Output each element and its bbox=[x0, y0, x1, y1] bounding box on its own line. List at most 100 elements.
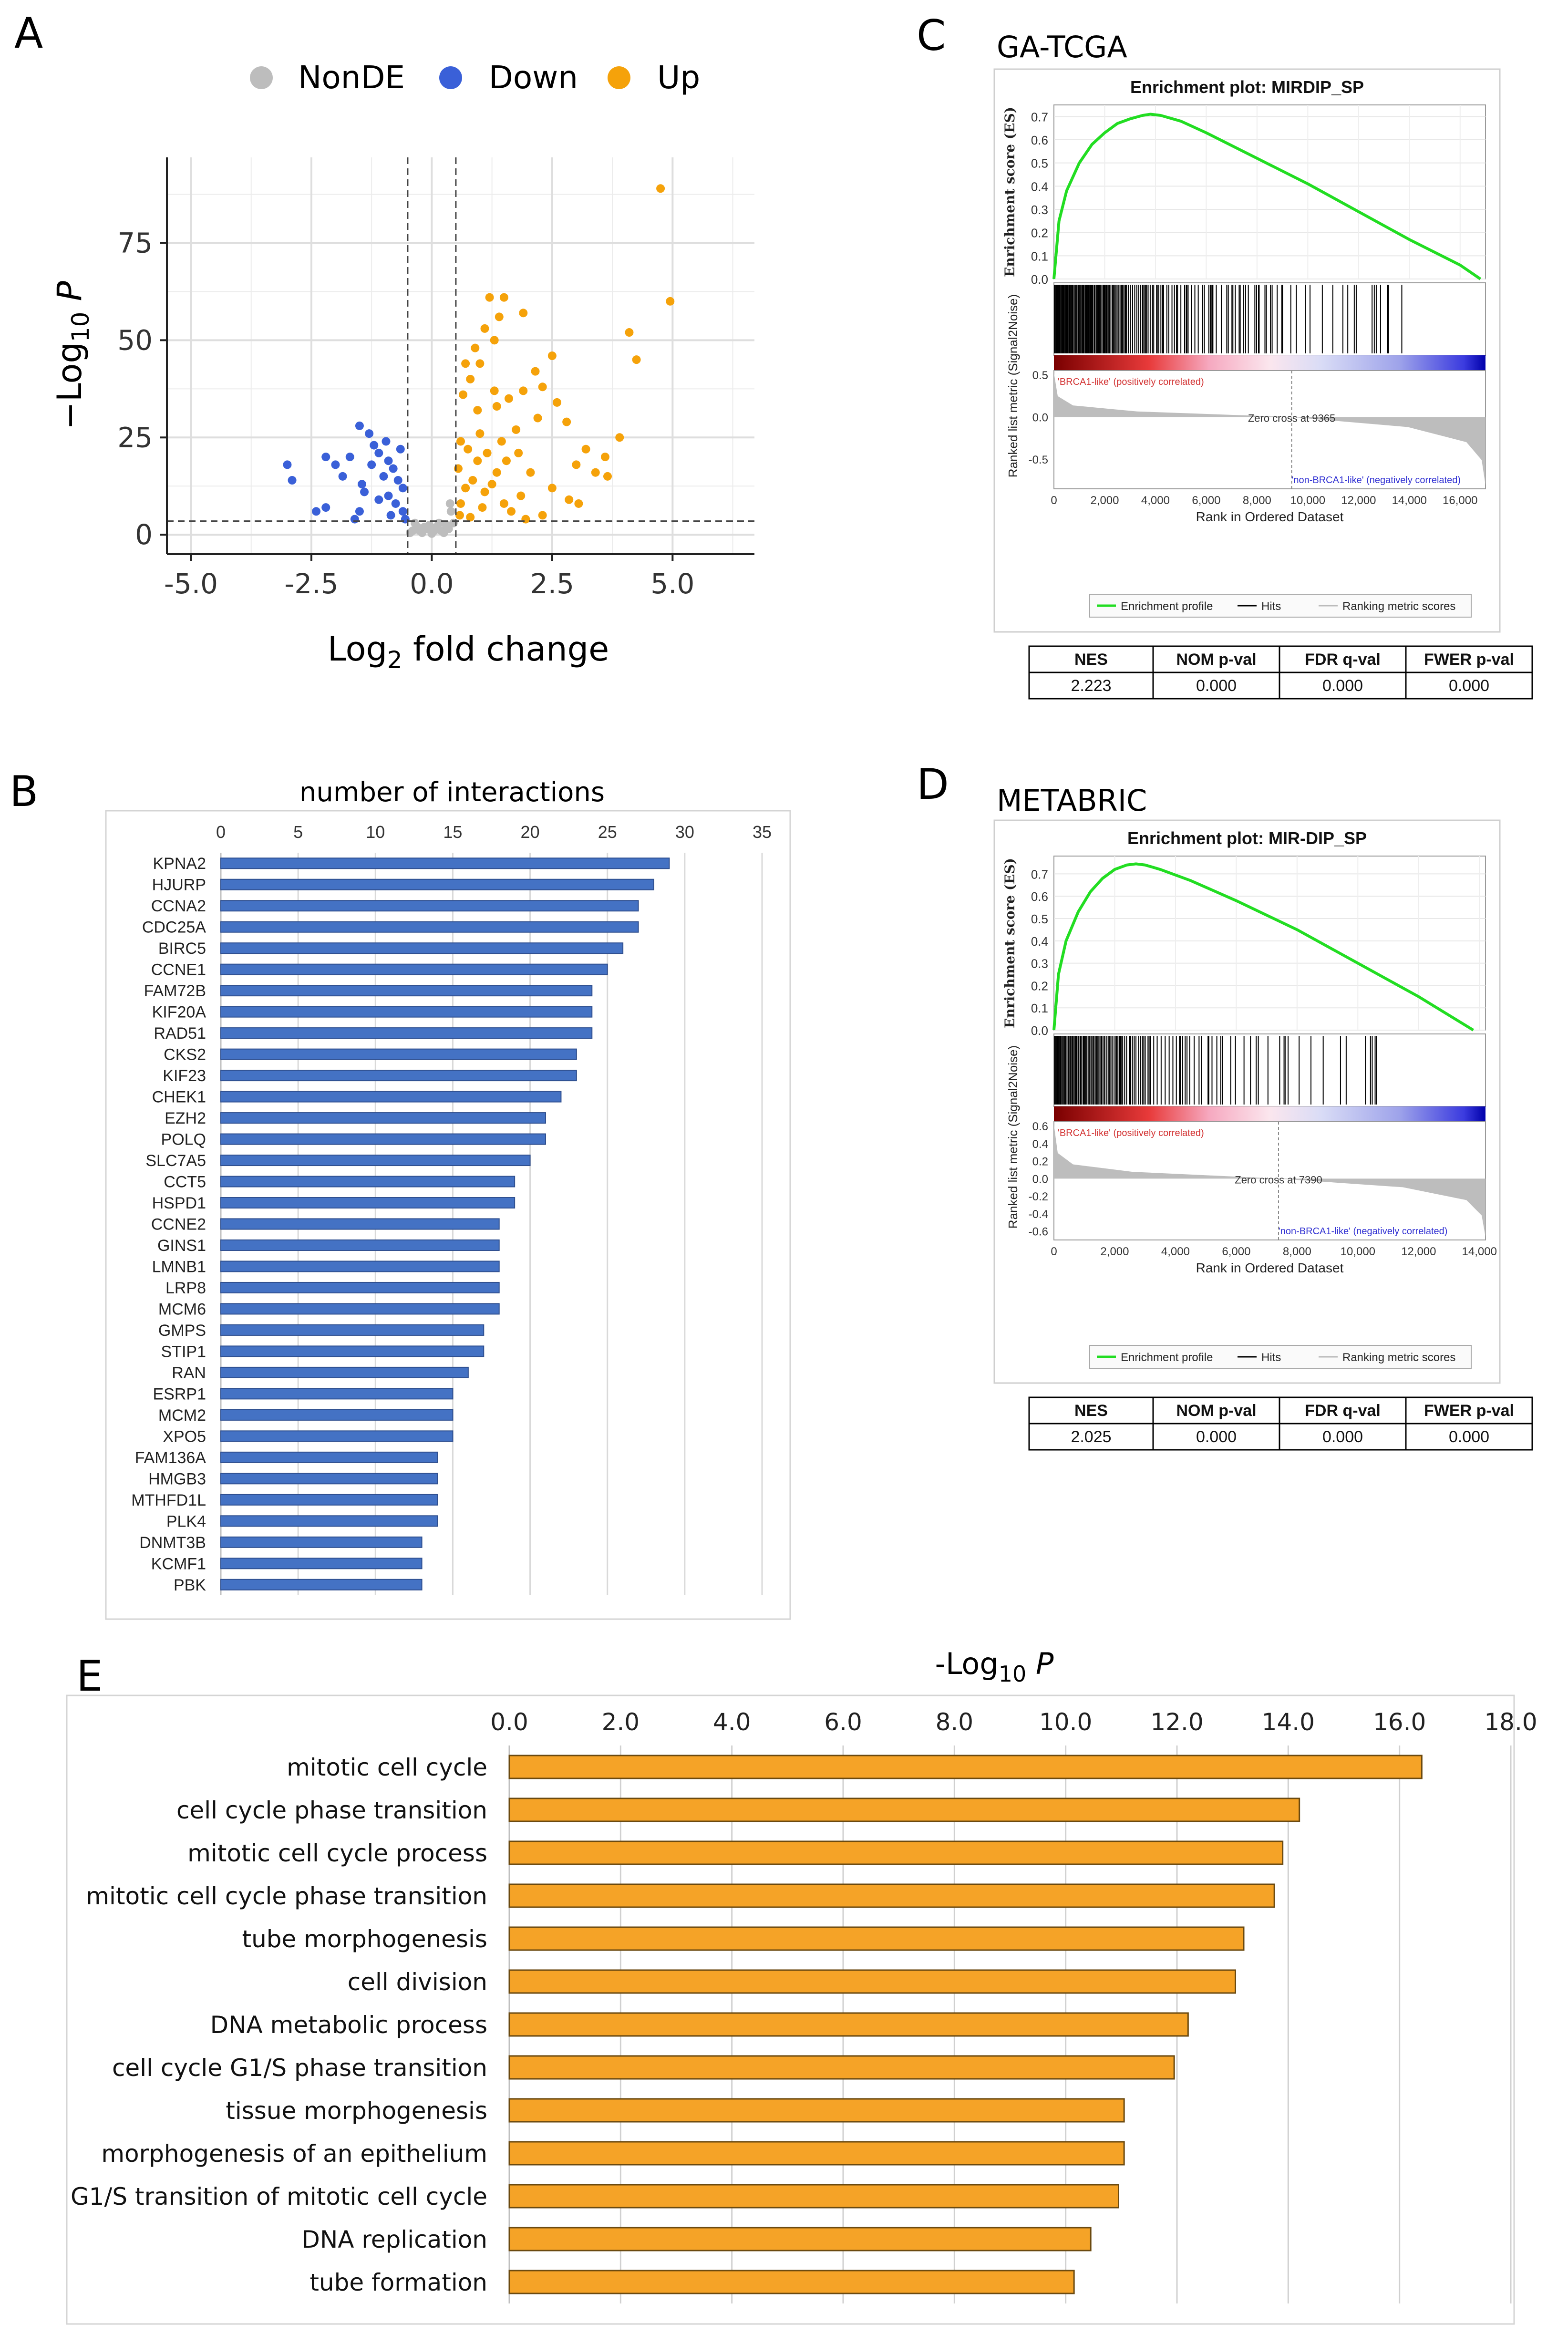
ranking-metric-area bbox=[1054, 1124, 1485, 1237]
volcano-x-ticks: -5.0 -2.5 0.0 2.5 5.0 bbox=[164, 554, 694, 600]
gene-label: HSPD1 bbox=[152, 1194, 206, 1212]
gene-label: GINS1 bbox=[157, 1237, 206, 1255]
down-point bbox=[391, 499, 400, 508]
down-point bbox=[338, 472, 347, 481]
x-tick-label: 8,000 bbox=[1243, 494, 1271, 507]
legend-up-label: Up bbox=[657, 59, 700, 96]
up-point bbox=[471, 343, 480, 352]
bar-ccne2 bbox=[220, 1218, 500, 1230]
bar-kif20a bbox=[220, 1006, 593, 1018]
up-point bbox=[475, 359, 485, 368]
x-tick-label: 2.5 bbox=[530, 568, 574, 600]
gene-label: CHEK1 bbox=[152, 1088, 206, 1106]
bar-stip1 bbox=[220, 1345, 485, 1357]
enrichment-profile-line bbox=[1052, 113, 1482, 280]
panel-label-e: E bbox=[76, 1652, 103, 1701]
go-term-label: DNA replication bbox=[301, 2226, 487, 2253]
x-tick-label: 0 bbox=[1051, 494, 1057, 507]
x-tick-label: 0.0 bbox=[490, 1708, 528, 1736]
up-point bbox=[502, 456, 511, 465]
x-tick-label: 6,000 bbox=[1222, 1245, 1250, 1258]
y-tick-label: 25 bbox=[117, 421, 153, 454]
y-tick-label: 0 bbox=[135, 518, 153, 551]
go-bar bbox=[508, 2098, 1125, 2123]
es-tick-label: 0.0 bbox=[1031, 272, 1048, 287]
go-bar bbox=[508, 1969, 1236, 1994]
x-tick-label: 35 bbox=[753, 822, 772, 842]
up-point bbox=[519, 386, 528, 395]
x-tick-label: 2,000 bbox=[1090, 494, 1119, 507]
bar-gmps bbox=[220, 1324, 485, 1336]
up-point bbox=[533, 413, 542, 423]
interactions-bars bbox=[220, 857, 670, 1590]
up-point bbox=[516, 491, 526, 500]
gsea-tcga-dataset-title: GA-TCGA bbox=[997, 30, 1127, 64]
down-point bbox=[360, 487, 369, 496]
down-point bbox=[398, 484, 407, 493]
gsea-legend-box bbox=[1089, 594, 1472, 618]
gene-label: CKS2 bbox=[164, 1046, 206, 1064]
es-tick-label: 0.4 bbox=[1031, 934, 1048, 949]
table-header-cell bbox=[1405, 645, 1533, 673]
metric-tick-label: -0.6 bbox=[1029, 1226, 1048, 1239]
nonde-point bbox=[434, 518, 444, 527]
x-axis-label: Rank in Ordered Dataset bbox=[1196, 1260, 1344, 1275]
panel-e-go-enrichment-bar-chart: E -Log10 P 0.0 2.0 4.0 6.0 8.0 10.0 12.0 14.0 16… bbox=[66, 1646, 1537, 2325]
volcano-y-axis-label: −Log10 P bbox=[50, 280, 94, 430]
gene-label: LRP8 bbox=[165, 1279, 206, 1297]
bar-hspd1 bbox=[220, 1197, 516, 1209]
gene-label: KCMF1 bbox=[151, 1555, 206, 1573]
go-term-label: tube morphogenesis bbox=[242, 1925, 487, 1953]
up-point bbox=[512, 425, 521, 434]
x-tick-label: 0 bbox=[216, 822, 226, 842]
es-tick-label: 0.1 bbox=[1031, 249, 1048, 263]
x-axis-label: Rank in Ordered Dataset bbox=[1196, 509, 1344, 524]
table-value-text: 0.000 bbox=[1449, 677, 1489, 695]
nonde-point bbox=[430, 527, 439, 536]
bar-ccna2 bbox=[220, 900, 639, 912]
bar-cdc25a bbox=[220, 921, 639, 933]
down-point bbox=[355, 421, 364, 430]
up-point bbox=[456, 499, 465, 508]
up-point bbox=[473, 456, 482, 465]
legend-profile-label: Enrichment profile bbox=[1121, 600, 1213, 613]
es-panel bbox=[1053, 104, 1486, 279]
gene-label: PBK bbox=[174, 1576, 206, 1594]
metric-tick-label: -0.2 bbox=[1029, 1190, 1048, 1203]
up-point bbox=[615, 433, 624, 442]
table-value-cell bbox=[1028, 671, 1154, 700]
bar-chek1 bbox=[220, 1091, 562, 1103]
up-point bbox=[485, 293, 494, 302]
up-point bbox=[538, 382, 547, 392]
table-header-cell bbox=[1028, 1396, 1154, 1425]
legend-down-label: Down bbox=[489, 59, 578, 96]
gene-label: GMPS bbox=[158, 1322, 206, 1340]
up-point bbox=[572, 460, 581, 469]
panel-label-d: D bbox=[917, 760, 949, 809]
go-term-label: cell cycle G1/S phase transition bbox=[112, 2054, 487, 2082]
up-point bbox=[600, 453, 609, 462]
gene-label: LMNB1 bbox=[152, 1258, 206, 1276]
up-point bbox=[497, 437, 506, 446]
es-y-axis-label: Enrichment score (ES) bbox=[1002, 107, 1018, 277]
table-value-text: 2.223 bbox=[1071, 677, 1111, 695]
legend-down-swatch bbox=[439, 66, 462, 89]
x-tick-label: 10 bbox=[366, 822, 385, 842]
up-point bbox=[456, 437, 465, 446]
x-tick-label: 16.0 bbox=[1373, 1708, 1426, 1736]
nonde-point bbox=[415, 527, 424, 536]
nonde-point bbox=[444, 524, 453, 533]
rank-color-bar bbox=[1054, 1106, 1485, 1122]
x-tick-label: 8,000 bbox=[1283, 1245, 1311, 1258]
table-value-text: 2.025 bbox=[1071, 1428, 1111, 1446]
positive-correlation-label: 'BRCA1-like' (positively correlated) bbox=[1058, 377, 1204, 387]
metric-tick-label: 0.4 bbox=[1032, 1138, 1048, 1151]
gene-label: MCM6 bbox=[158, 1300, 206, 1318]
y-tick-label: 50 bbox=[117, 324, 153, 356]
metric-tick-label: 0.0 bbox=[1032, 1173, 1048, 1186]
interactions-x-ticks: 0 5 10 15 20 25 30 35 bbox=[216, 822, 772, 842]
table-value-text: 0.000 bbox=[1322, 677, 1363, 695]
up-point bbox=[526, 468, 535, 477]
table-header-cell bbox=[1279, 645, 1407, 673]
